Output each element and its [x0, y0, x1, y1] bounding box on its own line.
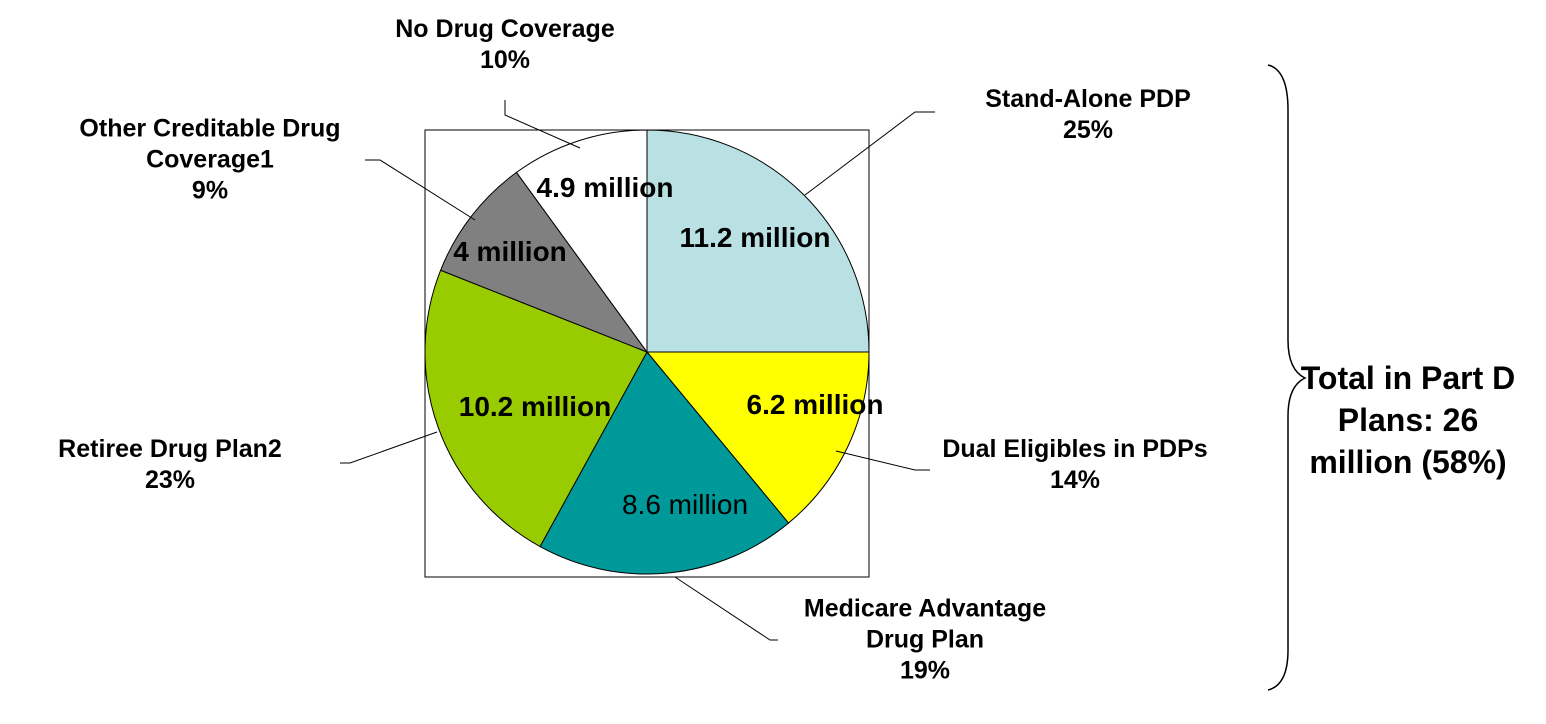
slice: [515, 129, 648, 354]
category-label: Stand-Alone PDP: [985, 85, 1191, 113]
leader-line: [340, 431, 438, 464]
percent-label: 23%: [144, 466, 196, 494]
leader-line: [835, 450, 930, 471]
category-label: Dual Eligibles in PDPs: [942, 435, 1208, 463]
slice: [646, 129, 870, 353]
leader-lines: [340, 100, 935, 641]
slice-label: Medicare Advantage Drug Plan 19%: [775, 594, 1075, 687]
inner-label: 11.2 million: [679, 222, 831, 253]
percent-label: 10%: [479, 46, 531, 74]
slice: [424, 269, 648, 548]
percent-label: 25%: [1062, 116, 1114, 144]
slice-label: Retiree Drug Plan2 23%: [0, 434, 350, 496]
inner-label: 4.9 million: [536, 172, 674, 203]
percent-label: 9%: [191, 176, 229, 205]
percent-label: 19%: [899, 656, 951, 685]
leader-line: [804, 111, 935, 196]
leader-line: [674, 576, 778, 641]
inner-label: 10.2 million: [458, 391, 612, 422]
category-label: Retiree Drug Plan2: [58, 435, 282, 463]
inner-label: 8.6 million: [621, 489, 749, 520]
percent-label: 14%: [1049, 466, 1101, 494]
slice: [645, 351, 870, 524]
category-label: Other Creditable Drug Coverage1: [79, 114, 341, 174]
slice-label: Stand-Alone PDP 25%: [928, 84, 1248, 146]
leader-line: [504, 100, 581, 149]
slice-label: Other Creditable Drug Coverage1 9%: [50, 114, 370, 207]
category-label: Medicare Advantage Drug Plan: [803, 594, 1047, 654]
category-label: No Drug Coverage: [395, 15, 615, 43]
slice: [439, 171, 649, 354]
annotation: Total in Part D Plans: 26 million (58%): [1300, 360, 1516, 480]
slice: [539, 351, 790, 575]
slice-label: Dual Eligibles in PDPs 14%: [925, 434, 1225, 496]
inner-label: 6.2 million: [746, 389, 884, 420]
leader-line: [365, 159, 476, 221]
slice-label: No Drug Coverage 10%: [335, 14, 675, 76]
brace: [1267, 64, 1307, 691]
inner-label: 4 million: [453, 236, 567, 267]
